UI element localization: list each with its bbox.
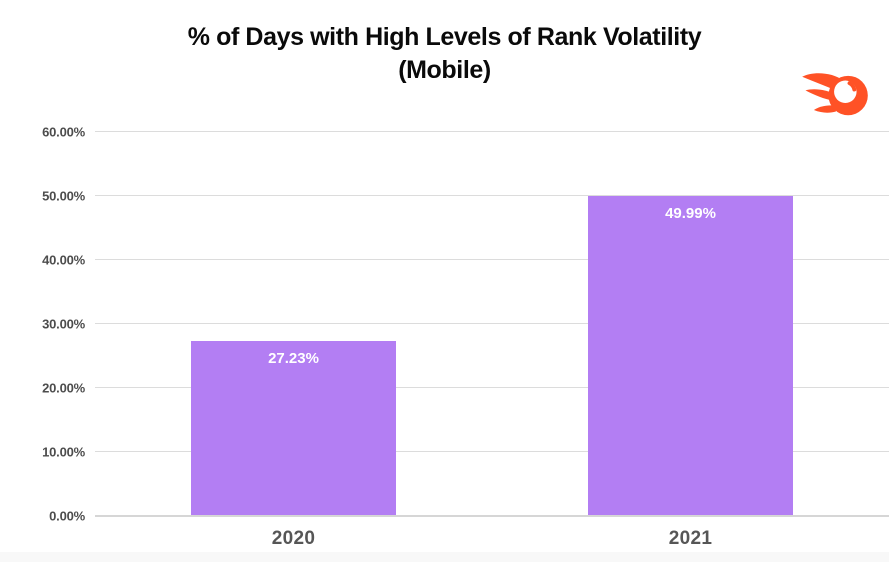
y-tick-label: 10.00% bbox=[42, 444, 85, 459]
y-tick-label: 50.00% bbox=[42, 188, 85, 203]
bottom-strip bbox=[0, 552, 889, 562]
y-tick-label: 0.00% bbox=[49, 508, 85, 523]
bar-value-label: 49.99% bbox=[665, 204, 716, 222]
chart-title: % of Days with High Levels of Rank Volat… bbox=[0, 21, 889, 87]
y-tick-label: 30.00% bbox=[42, 316, 85, 331]
chart-title-line-1: % of Days with High Levels of Rank Volat… bbox=[187, 23, 702, 51]
gridline bbox=[95, 258, 889, 261]
chart-title-line-2: (Mobile) bbox=[398, 56, 491, 84]
bar-2020: 27.23% bbox=[191, 341, 396, 516]
x-tick-label-2021: 2021 bbox=[668, 527, 713, 549]
gridline bbox=[95, 386, 889, 389]
gridline bbox=[95, 130, 889, 133]
x-axis-line bbox=[95, 514, 889, 517]
gridline bbox=[95, 322, 889, 325]
gridline bbox=[95, 450, 889, 453]
y-tick-label: 40.00% bbox=[42, 252, 85, 267]
y-tick-label: 20.00% bbox=[42, 380, 85, 395]
x-tick-label-2020: 2020 bbox=[271, 527, 316, 549]
bar-value-label: 27.23% bbox=[268, 350, 319, 368]
gridline bbox=[95, 194, 889, 197]
y-tick-label: 60.00% bbox=[42, 124, 85, 139]
semrush-logo-icon bbox=[801, 73, 869, 118]
bar-2021: 49.99% bbox=[588, 195, 793, 516]
